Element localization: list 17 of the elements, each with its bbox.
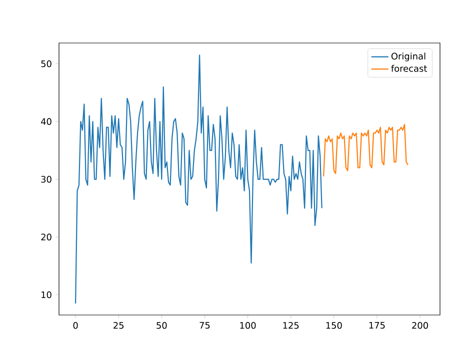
x-tick-label: 125 bbox=[283, 322, 299, 329]
y-tick-label: 20 bbox=[41, 234, 52, 240]
y-tick-label: 40 bbox=[41, 118, 52, 125]
x-tick-label: 175 bbox=[369, 322, 385, 329]
x-tick-label: 75 bbox=[200, 322, 210, 329]
x-tick-label: 0 bbox=[73, 322, 78, 329]
x-tick-label: 200 bbox=[412, 322, 428, 329]
legend-label: forecast bbox=[391, 64, 427, 72]
x-tick-label: 150 bbox=[326, 322, 342, 329]
y-tick-label: 50 bbox=[41, 60, 52, 68]
y-tick-label: 10 bbox=[42, 291, 52, 298]
y-tick-label: 30 bbox=[41, 176, 52, 183]
x-tick-label: 100 bbox=[240, 322, 256, 329]
x-tick-label: 50 bbox=[156, 322, 167, 329]
x-tick-label: 25 bbox=[114, 322, 124, 329]
line-series bbox=[323, 124, 409, 177]
legend-label: Original bbox=[391, 52, 426, 62]
